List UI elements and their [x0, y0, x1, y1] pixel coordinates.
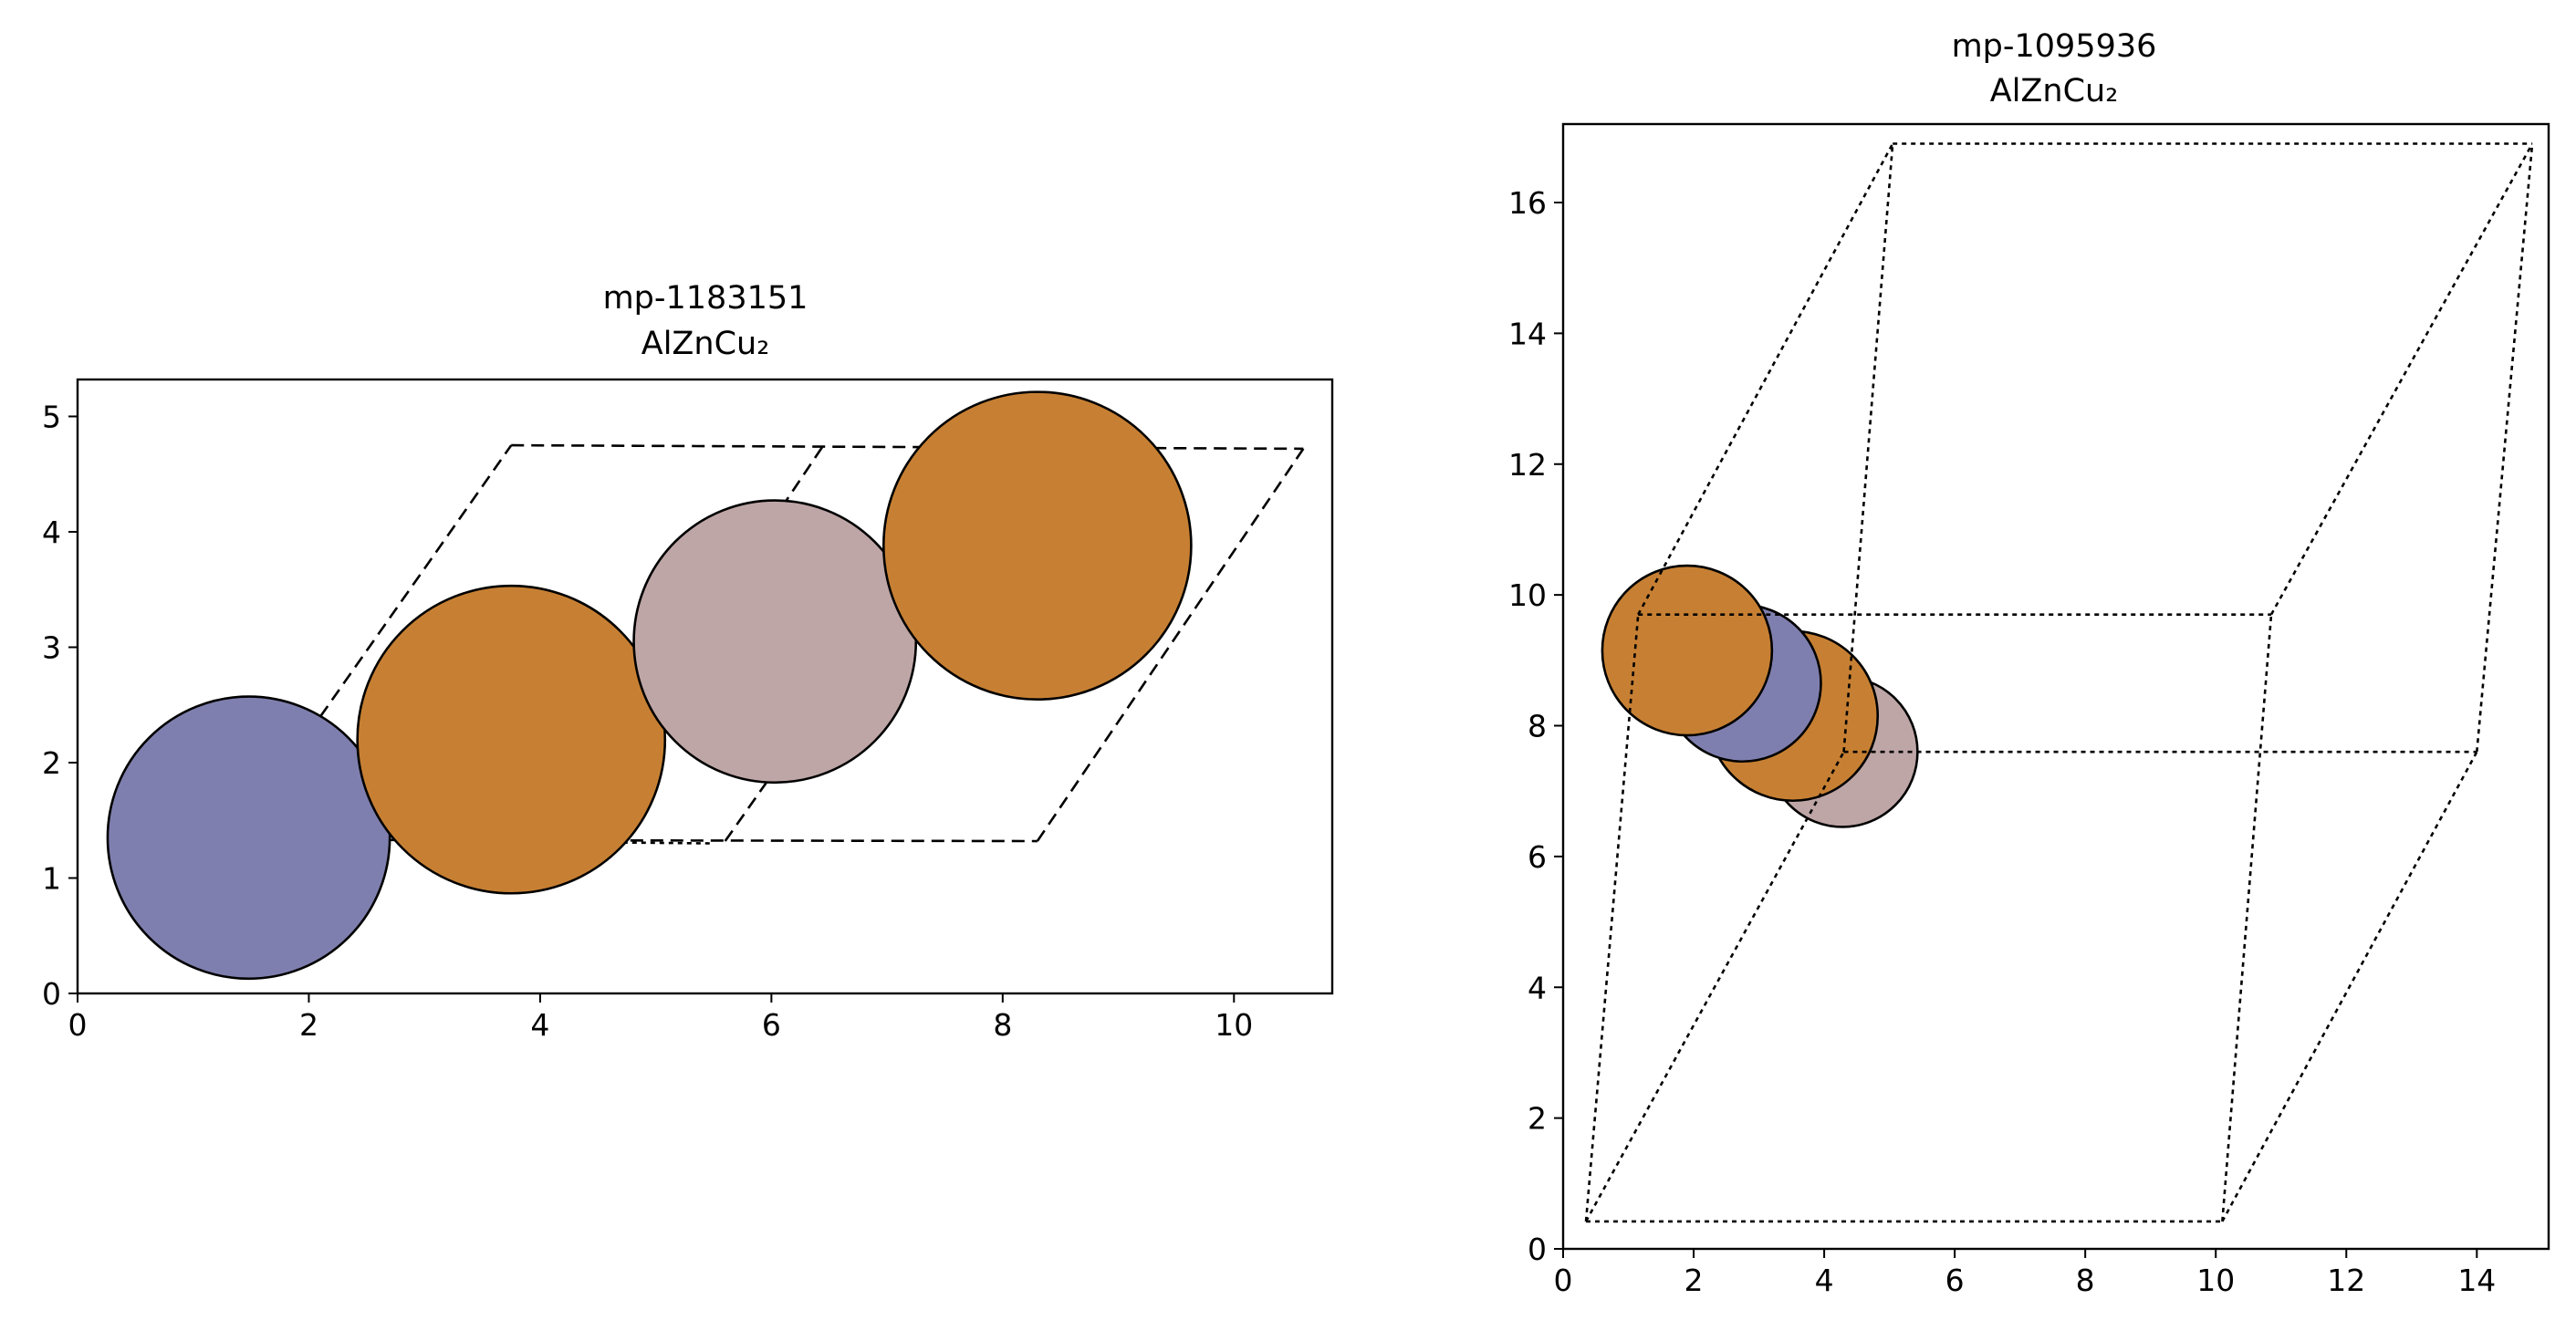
- y-tick-label: 3: [42, 629, 61, 665]
- chart-left-plot-area: [106, 390, 1305, 981]
- chart-right-title: mp-1095936: [1952, 28, 2157, 65]
- x-tick-label: 6: [1945, 1263, 1965, 1298]
- cell-edge-1: [1584, 614, 1640, 1222]
- cell-edge-4: [1584, 751, 1845, 1222]
- y-tick-label: 16: [1508, 185, 1547, 221]
- cell-edge-1: [349, 838, 714, 845]
- y-tick-label: 4: [42, 515, 61, 550]
- x-tick-label: 2: [299, 1007, 318, 1043]
- atom-cu-1: [356, 584, 667, 895]
- x-tick-label: 0: [1554, 1263, 1573, 1298]
- x-tick-label: 6: [762, 1007, 781, 1043]
- x-tick-label: 4: [530, 1007, 549, 1043]
- y-tick-label: 5: [42, 399, 61, 434]
- chart-right-subtitle: AlZnCu₂: [1990, 73, 2118, 109]
- y-tick-label: 4: [1528, 970, 1547, 1005]
- cell-edge-5: [2221, 751, 2478, 1222]
- cell-edge-7: [1637, 142, 1894, 616]
- cell-edge-8: [2269, 142, 2534, 616]
- x-tick-label: 8: [2076, 1263, 2095, 1298]
- chart-left-title: mp-1183151: [603, 280, 808, 317]
- y-tick-label: 8: [1528, 709, 1547, 744]
- x-tick-label: 2: [1684, 1263, 1704, 1298]
- atom-al-2: [632, 499, 918, 785]
- chart-left-subtitle: AlZnCu₂: [641, 326, 769, 362]
- atom-cu-3: [1601, 564, 1774, 737]
- y-tick-label: 1: [42, 860, 61, 896]
- chart-left-axes: 0 2 4 6 8 10 0 1 2 3 4 5: [42, 378, 1334, 1043]
- x-tick-label: 12: [2327, 1263, 2365, 1298]
- chart-right: mp-1095936 AlZnCu₂ 0 2 4 6 8 10 12 14 0 2 4 6 8 10 12 1…: [1508, 28, 2550, 1298]
- x-tick-label: 10: [2196, 1263, 2235, 1298]
- cell-edge-0: [349, 838, 1038, 843]
- chart-right-axes: 0 2 4 6 8 10 12 14 0 2 4 6 8 10 12 14 16: [1508, 122, 2550, 1298]
- y-tick-label: 0: [1528, 1232, 1547, 1267]
- y-tick-label: 0: [42, 976, 61, 1012]
- atom-cu-3: [881, 390, 1193, 702]
- axes-frame: [76, 378, 1334, 995]
- cell-edge-10: [1842, 143, 1894, 753]
- y-tick-label: 6: [1528, 839, 1547, 875]
- x-tick-label: 0: [68, 1007, 88, 1043]
- x-tick-label: 14: [2457, 1263, 2496, 1298]
- x-tick-label: 8: [993, 1007, 1012, 1043]
- y-tick-label: 12: [1508, 447, 1547, 483]
- atom-zn-0: [106, 695, 391, 981]
- cell-edge-11: [2476, 143, 2534, 753]
- cell-edge-3: [319, 444, 513, 718]
- y-tick-label: 10: [1508, 577, 1547, 613]
- y-tick-label: 2: [42, 745, 61, 781]
- cell-edge-2: [2221, 614, 2273, 1221]
- y-tick-label: 2: [1528, 1101, 1547, 1137]
- x-tick-label: 4: [1815, 1263, 1834, 1298]
- chart-right-plot-area: [1584, 142, 2534, 1223]
- x-tick-label: 10: [1215, 1007, 1253, 1043]
- y-tick-label: 14: [1508, 316, 1547, 351]
- chart-left: mp-1183151 AlZnCu₂ 0 2 4 6 8 10 0 1 2 3 4 5: [42, 280, 1334, 1043]
- cell-edge-2: [511, 443, 1304, 451]
- axes-frame: [1561, 122, 2550, 1251]
